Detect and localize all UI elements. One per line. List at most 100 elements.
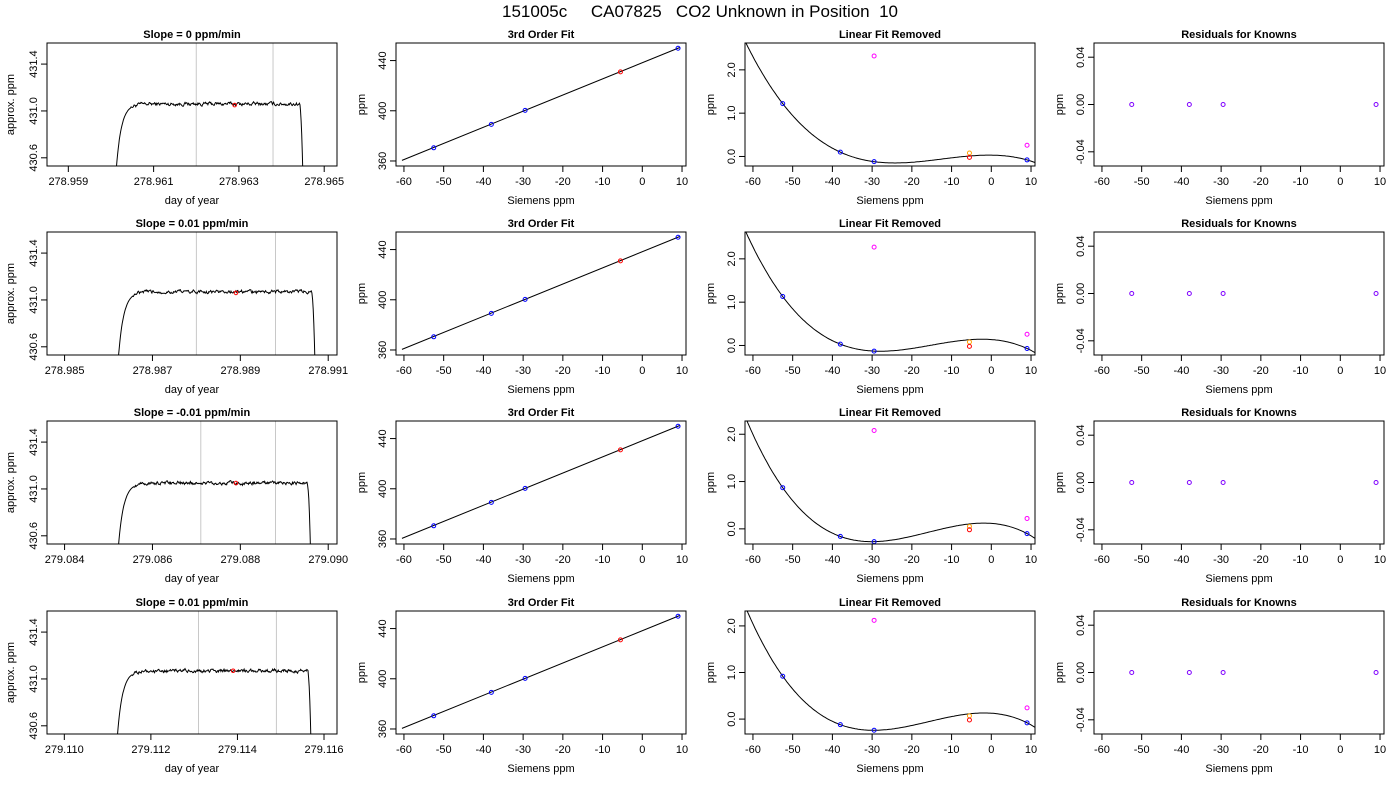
known-point: [1024, 531, 1030, 537]
unknown-marker: [233, 290, 239, 296]
adjusted-point: [966, 150, 972, 156]
y-axis-label: ppm: [705, 662, 717, 683]
plot-area: [1129, 291, 1379, 296]
y-tick-label: 2.0: [726, 62, 738, 77]
x-tick-label: -40: [1173, 744, 1189, 756]
residual-point: [1220, 102, 1226, 107]
x-tick-label: -30: [515, 176, 531, 188]
y-tick-label: 1.0: [726, 665, 738, 680]
residual-point: [1129, 670, 1135, 675]
unknown-point: [617, 258, 623, 264]
y-tick-label: 2.0: [726, 427, 738, 442]
x-tick-label: -10: [595, 365, 611, 377]
y-tick-label: 360: [377, 341, 389, 359]
x-tick-label: -50: [785, 744, 801, 756]
x-axis-label: Siemens ppm: [856, 384, 923, 396]
panel-frame: [46, 420, 338, 545]
panel-frame: [1093, 420, 1385, 545]
y-tick-label: 0.0: [726, 338, 738, 353]
x-tick-label: -60: [745, 176, 761, 188]
x-tick-label: -60: [1094, 365, 1110, 377]
x-tick-label: 278.987: [133, 365, 173, 377]
x-tick-label: -40: [475, 176, 491, 188]
x-tick-label: -20: [1253, 176, 1269, 188]
panel-title: Linear Fit Removed: [839, 597, 941, 609]
y-tick-label: 2.0: [726, 618, 738, 633]
raw-point: [1024, 331, 1030, 337]
x-axis-label: Siemens ppm: [1205, 763, 1272, 775]
raw-point: [871, 427, 877, 433]
x-tick-label: 278.989: [220, 365, 260, 377]
plot-area: [746, 611, 1035, 733]
panel-linear_removed: Linear Fit Removed -60 -50 -40 -30 -20 -10 0 10 0…: [705, 597, 1037, 775]
panel-frame: [395, 610, 687, 735]
y-tick-label: 0.04: [1075, 424, 1087, 445]
residual-curve: [745, 43, 1035, 164]
known-point: [675, 45, 681, 51]
x-axis-label: Siemens ppm: [507, 763, 574, 775]
adjusted-point: [966, 713, 972, 719]
panel-title: Slope = 0.01 ppm/min: [136, 218, 249, 230]
x-tick-label: -10: [595, 744, 611, 756]
x-tick-label: -50: [1134, 176, 1150, 188]
x-tick-label: 10: [1374, 176, 1386, 188]
x-tick-label: 0: [988, 365, 994, 377]
x-tick-label: -20: [1253, 365, 1269, 377]
unknown-point: [617, 447, 623, 453]
concentration-trace: [117, 667, 312, 734]
x-axis-label: Siemens ppm: [1205, 195, 1272, 207]
plot-area: [117, 611, 312, 734]
panel-title: Slope = 0 ppm/min: [143, 29, 241, 41]
residual-point: [1186, 291, 1192, 296]
panel-frame: [744, 231, 1036, 356]
panel-residuals: Residuals for Knowns -60 -50 -40 -30 -20 -10 0 1…: [1054, 407, 1386, 585]
x-tick-label: -20: [555, 176, 571, 188]
x-tick-label: -40: [824, 744, 840, 756]
x-tick-label: -40: [475, 554, 491, 566]
y-tick-label: 360: [377, 720, 389, 738]
y-axis-label: ppm: [356, 94, 368, 115]
x-tick-label: -30: [1213, 744, 1229, 756]
known-point: [871, 348, 877, 354]
plot-area: [745, 232, 1035, 354]
x-tick-label: -40: [475, 365, 491, 377]
residual-point: [1220, 670, 1226, 675]
known-point: [837, 149, 843, 155]
x-tick-label: -60: [1094, 176, 1110, 188]
y-axis-label: ppm: [356, 283, 368, 304]
x-tick-label: 279.112: [131, 744, 170, 756]
x-tick-label: -20: [555, 744, 571, 756]
x-tick-label: 0: [988, 554, 994, 566]
x-tick-label: 278.965: [304, 176, 344, 188]
concentration-trace: [118, 480, 311, 544]
known-point: [1024, 720, 1030, 726]
x-tick-label: 0: [639, 365, 645, 377]
y-tick-label: 360: [377, 530, 389, 548]
y-tick-label: 1.0: [726, 474, 738, 489]
panel-title: Linear Fit Removed: [839, 218, 941, 230]
raw-point: [1024, 142, 1030, 148]
panel-title: Residuals for Knowns: [1181, 597, 1297, 609]
y-axis-label: ppm: [356, 472, 368, 493]
known-point: [1024, 346, 1030, 352]
x-tick-label: 279.086: [133, 554, 173, 566]
x-tick-label: -50: [436, 554, 452, 566]
figure-title: 151005c CA07825 CO2 Unknown in Position …: [502, 2, 898, 21]
concentration-trace: [118, 288, 316, 355]
residual-point: [1129, 102, 1135, 107]
residual-point: [1220, 291, 1226, 296]
x-tick-label: 0: [1337, 554, 1343, 566]
panel-title: Residuals for Knowns: [1181, 218, 1297, 230]
x-tick-label: -40: [824, 176, 840, 188]
known-point: [837, 533, 843, 539]
panel-title: Residuals for Knowns: [1181, 407, 1297, 419]
x-axis-label: day of year: [165, 763, 220, 775]
panel-frame: [395, 42, 687, 167]
x-tick-label: -20: [904, 554, 920, 566]
panel-frame: [1093, 231, 1385, 356]
plot-area: [746, 421, 1035, 544]
y-tick-label: 431.0: [28, 286, 40, 314]
y-tick-label: 0.0: [726, 521, 738, 536]
unknown-point: [617, 69, 623, 75]
y-tick-label: 430.6: [28, 522, 40, 550]
